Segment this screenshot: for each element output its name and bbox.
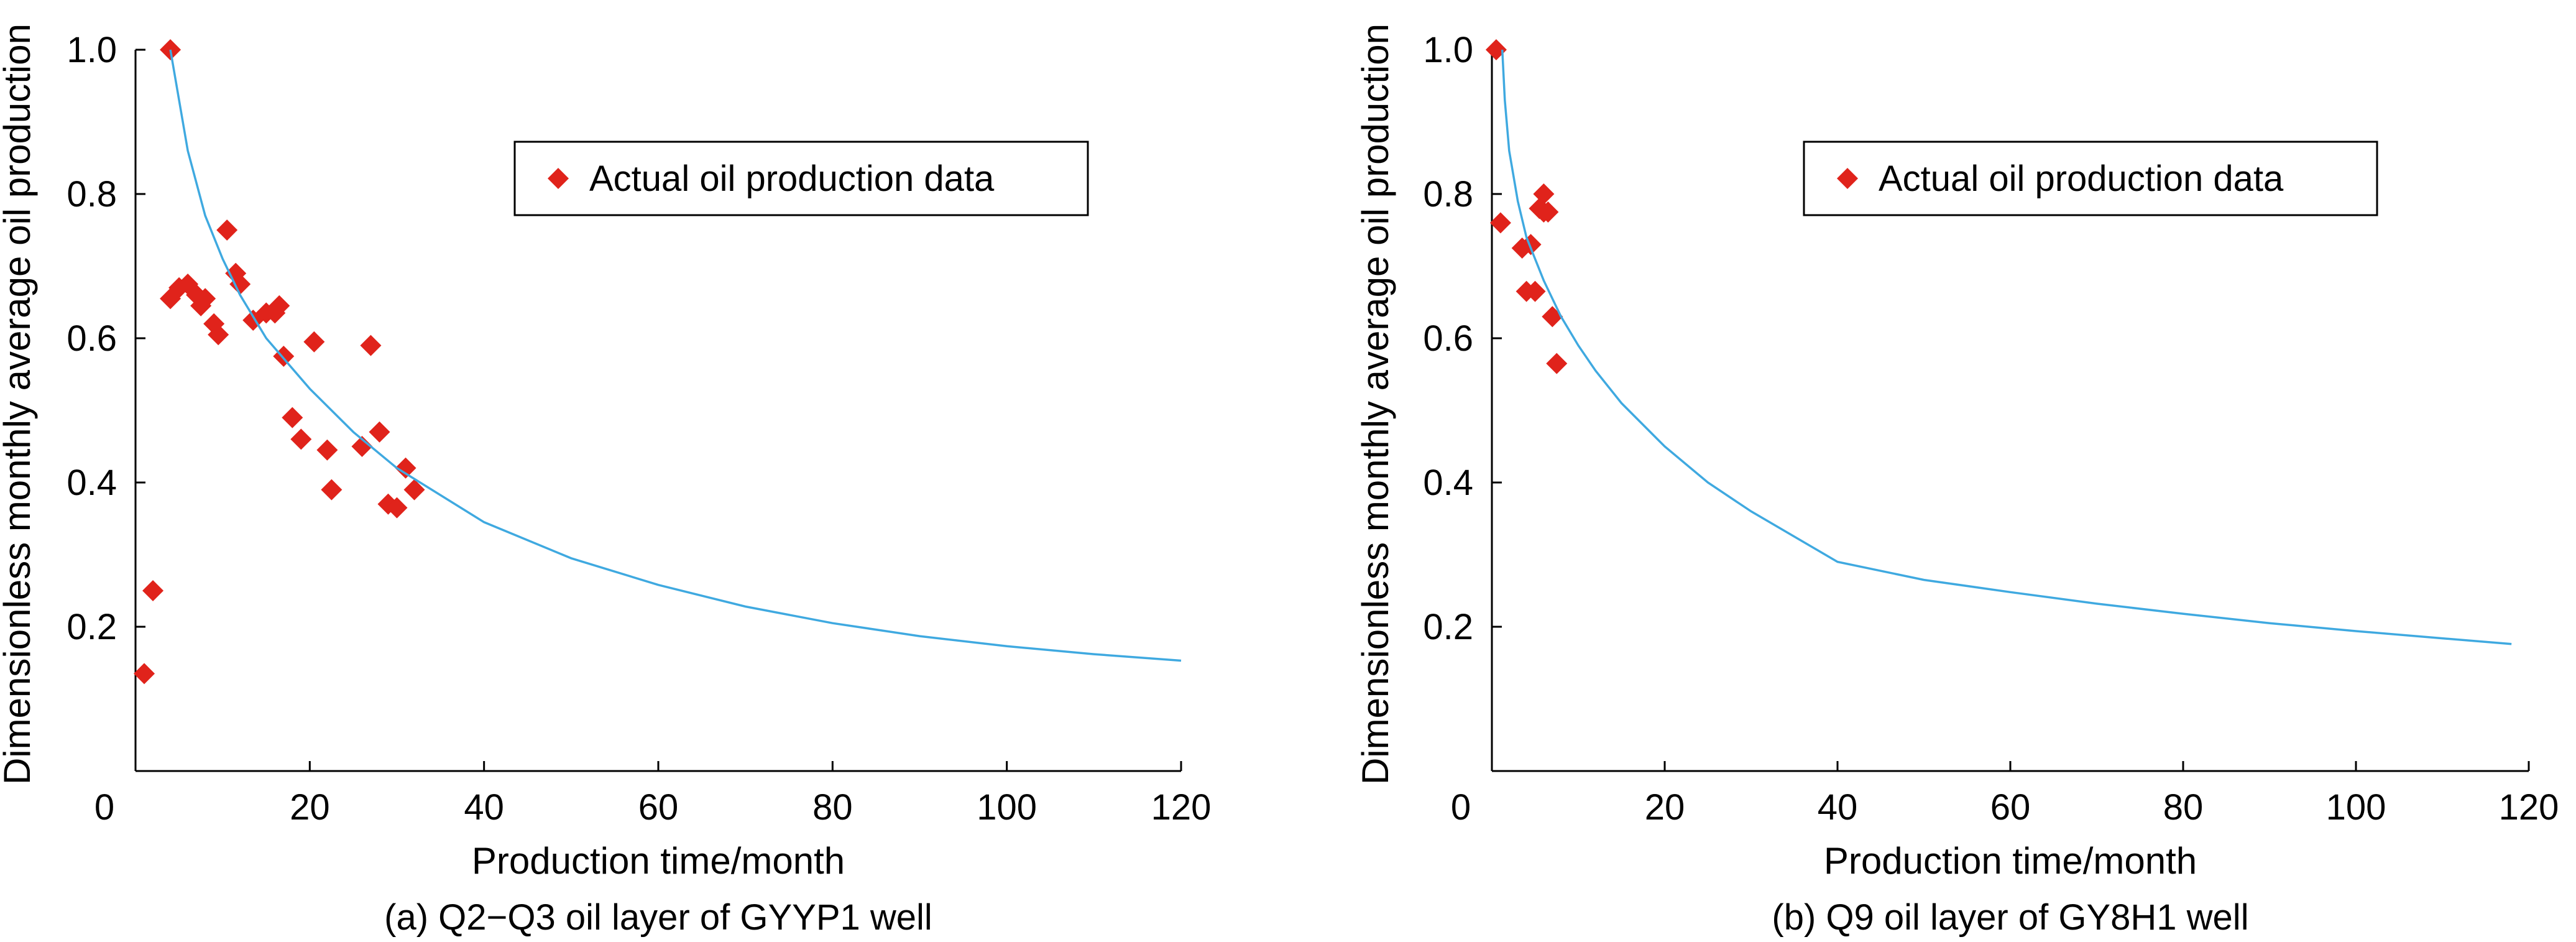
data-point	[1542, 306, 1563, 328]
data-point	[160, 39, 182, 60]
chart-panel-b: 0 20 40 60 80 100 120 0.2 0.4 0.6 0.8 1.0 Production…	[1355, 24, 2559, 938]
x-tick-label: 20	[290, 787, 330, 828]
x-tick-label: 80	[812, 787, 853, 828]
x-tick-label: 40	[464, 787, 504, 828]
x-tick-label: 120	[2499, 787, 2559, 828]
data-point	[282, 407, 303, 428]
data-point	[395, 457, 416, 479]
fitted-decline-curve	[1501, 49, 2512, 645]
x-tick-label: 0	[1451, 787, 1471, 828]
data-point	[195, 288, 216, 310]
legend-box	[1803, 141, 2378, 216]
data-point	[1524, 280, 1546, 302]
x-tick-label: 20	[1645, 787, 1685, 828]
x-tick-label: 40	[1818, 787, 1858, 828]
data-point	[1533, 183, 1555, 205]
data-point	[360, 335, 382, 356]
data-point	[142, 580, 164, 601]
x-tick-label: 60	[1990, 787, 2031, 828]
y-tick-label: 0.4	[67, 463, 117, 503]
data-point	[229, 274, 251, 295]
x-tick-label: 120	[1151, 787, 1212, 828]
data-point	[216, 219, 238, 241]
data-point	[386, 497, 408, 519]
data-point	[1520, 234, 1542, 256]
legend: Actual oil production data	[1803, 141, 2378, 216]
data-point	[208, 324, 229, 346]
x-tick-label: 100	[977, 787, 1037, 828]
y-tick-label: 0.6	[67, 318, 117, 359]
legend-label: Actual oil production data	[1879, 159, 2284, 199]
y-tick-label: 1.0	[67, 30, 117, 70]
data-point	[290, 428, 312, 450]
data-point	[1537, 201, 1559, 223]
y-tick-label: 1.0	[1423, 30, 1473, 70]
data-point	[1489, 212, 1511, 234]
data-point	[321, 479, 343, 501]
data-point	[316, 439, 338, 461]
x-axis-title: Production time/month	[1824, 840, 2197, 882]
data-point	[134, 663, 155, 685]
legend-box	[513, 141, 1089, 216]
x-tick-label: 0	[94, 787, 114, 828]
y-axis-title: Dimensionless monthly average oil produc…	[0, 24, 38, 785]
data-point	[369, 421, 390, 443]
data-point	[351, 436, 373, 457]
y-axis-title: Dimensionless monthly average oil produc…	[1355, 24, 1396, 785]
y-tick-label: 0.6	[1423, 318, 1473, 359]
x-tick-label: 60	[638, 787, 679, 828]
data-point	[269, 295, 290, 316]
legend: Actual oil production data	[513, 141, 1089, 216]
x-axis-title: Production time/month	[472, 840, 845, 882]
data-point	[1546, 353, 1568, 374]
y-tick-label: 0.2	[1423, 607, 1473, 647]
data-point	[403, 479, 425, 501]
panel-caption: (b) Q9 oil layer of GY8H1 well	[1772, 897, 2248, 938]
fitted-decline-curve	[169, 49, 1182, 662]
panel-caption: (a) Q2−Q3 oil layer of GYYP1 well	[384, 897, 932, 938]
y-tick-label: 0.4	[1423, 463, 1473, 503]
x-tick-label: 100	[2326, 787, 2386, 828]
chart-panel-a: 0 20 40 60 80 100 120 0.2 0.4 0.6 0.8 1.0 Production…	[0, 24, 1211, 938]
legend-marker-diamond	[548, 168, 569, 189]
y-tick-label: 0.2	[67, 607, 117, 647]
data-point	[303, 331, 325, 353]
x-tick-label: 80	[2163, 787, 2204, 828]
legend-label: Actual oil production data	[589, 159, 995, 199]
y-tick-label: 0.8	[67, 174, 117, 215]
y-tick-label: 0.8	[1423, 174, 1473, 215]
legend-marker-diamond	[1837, 168, 1858, 189]
